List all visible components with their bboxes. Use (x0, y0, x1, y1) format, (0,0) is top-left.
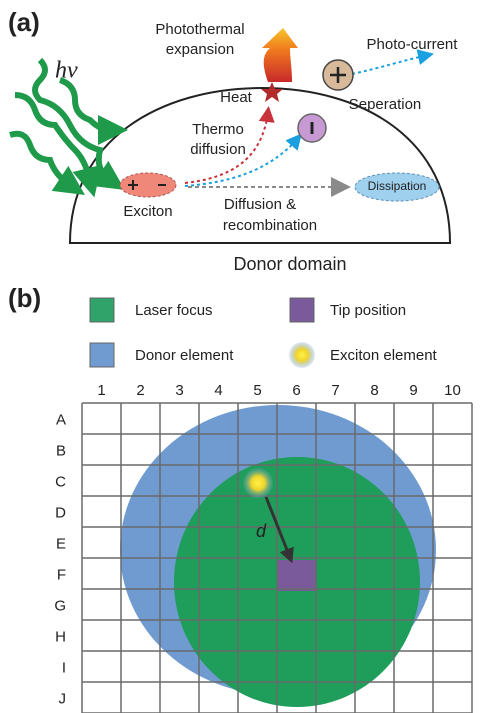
column-label: 2 (136, 382, 144, 399)
photothermal-label: Photothermal (155, 21, 244, 38)
diffusion-label: recombination (223, 217, 317, 234)
row-label: A (56, 411, 66, 428)
legend-swatch (90, 343, 114, 367)
column-label: 9 (409, 382, 417, 399)
panel-label: (b) (8, 283, 41, 313)
grid (82, 403, 472, 713)
separation-label: Seperation (349, 96, 422, 113)
column-label: 3 (175, 382, 183, 399)
figure: (a) hν Photothermal expansion Heat Therm… (0, 0, 481, 713)
row-label: I (62, 659, 66, 676)
thermo-label: Thermo (192, 121, 244, 138)
legend-swatch (289, 342, 315, 368)
legend-label: Donor element (135, 347, 234, 364)
row-label: C (55, 473, 66, 490)
row-label: F (57, 566, 66, 583)
diffusion-label: Diffusion & (224, 196, 296, 213)
column-label: 7 (331, 382, 339, 399)
heat-star (261, 82, 283, 102)
legend-swatch (290, 298, 314, 322)
photocurrent-label: Photo-current (367, 36, 459, 53)
tip-position (278, 560, 316, 591)
column-label: 4 (214, 382, 222, 399)
exciton-element (243, 468, 273, 498)
row-label: J (59, 690, 67, 707)
column-label: 1 (97, 382, 105, 399)
thermo-label: diffusion (190, 141, 246, 158)
distance-label: d (256, 521, 267, 541)
flame-arrow (262, 28, 298, 82)
legend-label: Exciton element (330, 347, 438, 364)
column-label: 5 (253, 382, 261, 399)
photocurrent-arrow (352, 55, 428, 74)
exciton-label: Exciton (123, 203, 172, 220)
photothermal-label: expansion (166, 41, 234, 58)
column-label: 10 (444, 382, 461, 399)
domain-label: Donor domain (233, 254, 346, 274)
row-label: H (55, 628, 66, 645)
row-label: G (54, 597, 66, 614)
row-label: D (55, 504, 66, 521)
dissipation-label: Dissipation (368, 179, 427, 193)
legend-label: Laser focus (135, 302, 213, 319)
legend-label: Tip position (330, 302, 406, 319)
photon-label: hν (55, 58, 78, 84)
column-label: 6 (292, 382, 300, 399)
panel-label: (a) (8, 7, 40, 37)
row-label: E (56, 535, 66, 552)
row-label: B (56, 442, 66, 459)
heat-label: Heat (220, 89, 253, 106)
column-label: 8 (370, 382, 378, 399)
legend-swatch (90, 298, 114, 322)
